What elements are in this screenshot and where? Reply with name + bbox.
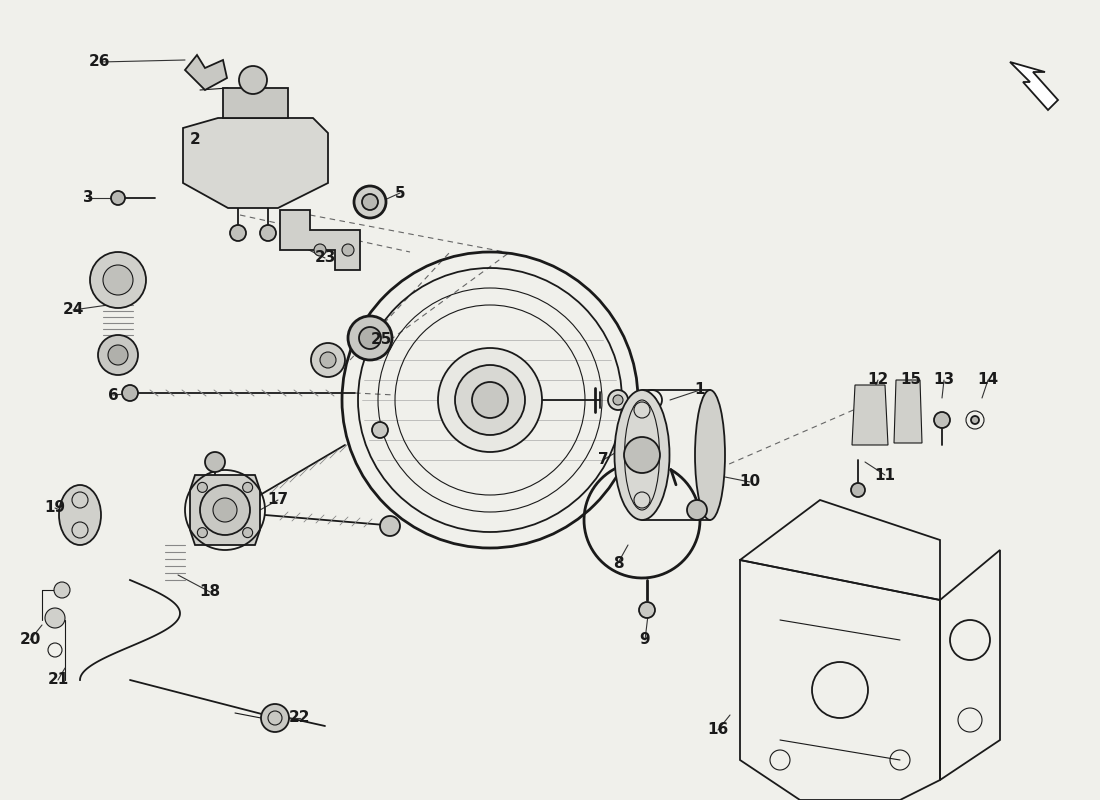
Text: 6: 6 [108,387,119,402]
Polygon shape [185,55,227,90]
Text: 25: 25 [371,333,392,347]
Ellipse shape [615,390,670,520]
Circle shape [45,608,65,628]
Circle shape [934,412,950,428]
Text: 5: 5 [395,186,405,201]
Circle shape [372,422,388,438]
Circle shape [197,528,208,538]
Text: 13: 13 [934,373,955,387]
Circle shape [613,395,623,405]
Ellipse shape [59,485,101,545]
Circle shape [624,437,660,473]
Circle shape [239,66,267,94]
Circle shape [971,416,979,424]
Text: 1: 1 [695,382,705,398]
Circle shape [243,528,253,538]
Circle shape [261,704,289,732]
Text: 10: 10 [739,474,760,490]
Polygon shape [280,210,360,270]
Circle shape [230,225,246,241]
Circle shape [197,482,208,492]
Circle shape [200,485,250,535]
Text: 24: 24 [63,302,84,318]
Text: 7: 7 [597,453,608,467]
Circle shape [688,500,707,520]
Circle shape [111,191,125,205]
Circle shape [639,602,654,618]
Circle shape [205,452,225,472]
Ellipse shape [695,390,725,520]
Text: 18: 18 [199,585,221,599]
Circle shape [648,396,656,404]
Circle shape [54,582,70,598]
Text: 14: 14 [978,373,999,387]
Polygon shape [1010,62,1058,110]
Circle shape [342,244,354,256]
Text: 3: 3 [82,190,94,206]
Text: 26: 26 [89,54,111,70]
Circle shape [103,265,133,295]
Circle shape [362,194,378,210]
Circle shape [379,516,400,536]
Circle shape [359,327,381,349]
Text: 21: 21 [47,673,68,687]
Text: 19: 19 [44,501,66,515]
Polygon shape [183,118,328,208]
Text: 11: 11 [874,467,895,482]
Polygon shape [852,385,888,445]
Polygon shape [190,475,260,545]
Circle shape [438,348,542,452]
Text: 12: 12 [868,373,889,387]
Text: 9: 9 [640,633,650,647]
Polygon shape [223,88,288,118]
Circle shape [122,385,138,401]
Circle shape [608,390,628,410]
Text: 20: 20 [20,633,41,647]
Circle shape [320,352,336,368]
Text: 17: 17 [267,493,288,507]
Circle shape [98,335,138,375]
Polygon shape [894,380,922,443]
Circle shape [314,244,326,256]
Text: 16: 16 [707,722,728,738]
Circle shape [260,225,276,241]
Circle shape [354,186,386,218]
Circle shape [455,365,525,435]
Circle shape [213,498,236,522]
Text: 15: 15 [901,373,922,387]
Circle shape [851,483,865,497]
Text: 8: 8 [613,555,624,570]
Circle shape [311,343,345,377]
Circle shape [243,482,253,492]
Text: 23: 23 [315,250,336,266]
Text: 2: 2 [189,133,200,147]
Circle shape [348,316,392,360]
Text: 22: 22 [289,710,310,726]
Circle shape [472,382,508,418]
Circle shape [90,252,146,308]
Circle shape [108,345,128,365]
